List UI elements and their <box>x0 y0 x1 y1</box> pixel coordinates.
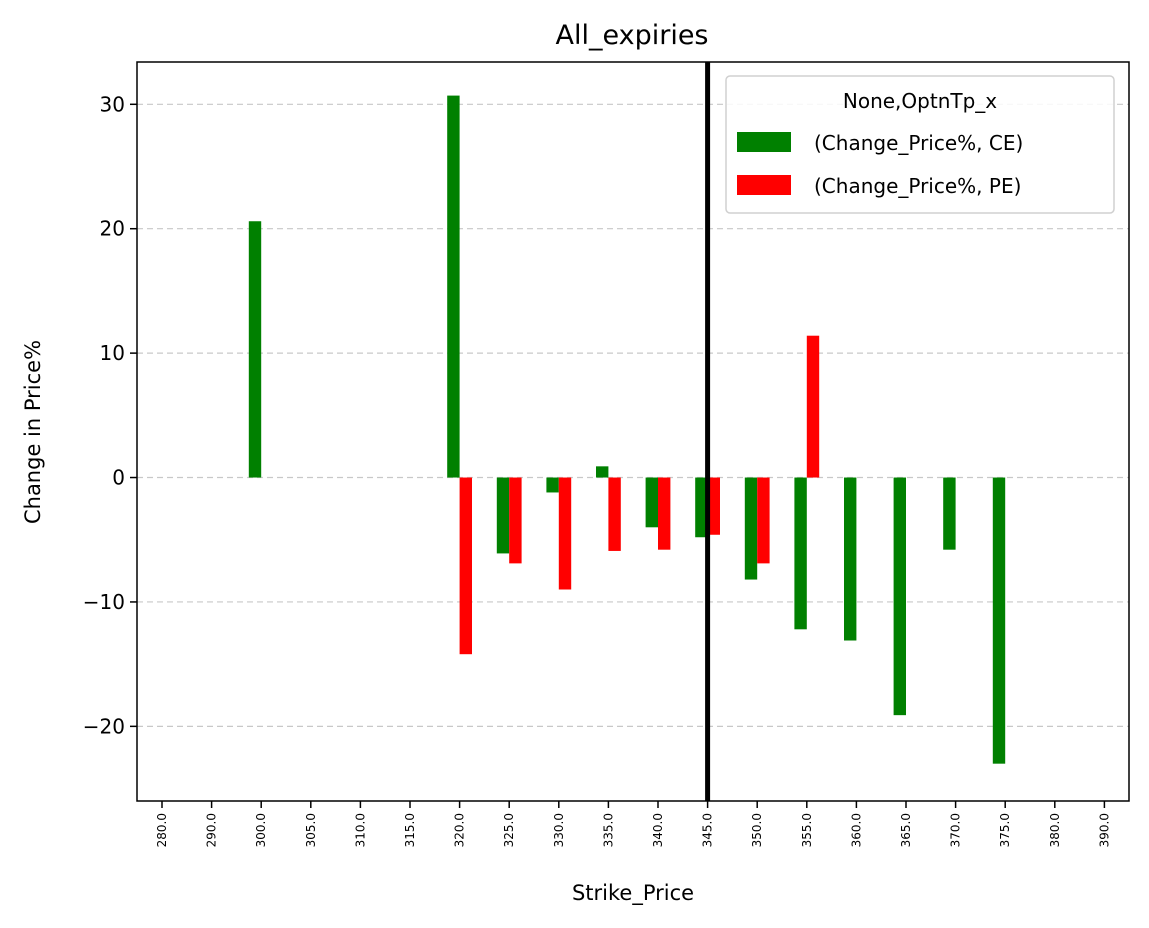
x-tick-label: 355.0 <box>800 813 814 847</box>
y-axis-ticks: −20 −10 0 10 20 30 <box>83 92 137 738</box>
y-tick-label: 30 <box>100 92 125 116</box>
bar-ce-360.0 <box>844 477 857 641</box>
bar-ce-375.0 <box>992 477 1006 764</box>
y-tick-label: 0 <box>112 466 125 490</box>
bar-ce-335.0 <box>596 466 609 478</box>
bar-ce-350.0 <box>744 477 758 580</box>
bar-ce-365.0 <box>893 477 906 716</box>
bar-ce-370.0 <box>943 477 956 550</box>
bar-pe-325.0 <box>509 477 522 564</box>
legend-label-ce: (Change_Price%, CE) <box>814 131 1023 155</box>
legend-box <box>725 75 1115 214</box>
x-tick-label: 360.0 <box>849 813 863 847</box>
y-tick-label: 20 <box>100 217 125 241</box>
x-tick-label: 310.0 <box>353 813 367 847</box>
y-tick-label: 10 <box>100 341 125 365</box>
bar-pe-335.0 <box>608 477 621 551</box>
bar-ce-320.0 <box>447 95 460 478</box>
x-tick-label: 300.0 <box>254 813 268 847</box>
x-tick-label: 380.0 <box>1048 813 1062 847</box>
bar-pe-330.0 <box>558 477 572 590</box>
bar-ce-340.0 <box>645 477 658 528</box>
x-axis-label: Strike_Price <box>572 881 694 906</box>
y-tick-label: −10 <box>83 590 125 614</box>
chart-title: All_expiries <box>555 20 708 51</box>
bar-ce-300.0 <box>248 221 262 478</box>
legend-swatch-ce <box>737 132 791 152</box>
x-tick-label: 375.0 <box>998 813 1012 847</box>
bar-pe-340.0 <box>658 477 671 550</box>
bars <box>248 95 1006 764</box>
x-tick-label: 335.0 <box>601 813 615 847</box>
plot-frame <box>136 61 1130 802</box>
legend-label-pe: (Change_Price%, PE) <box>814 174 1021 198</box>
bar-pe-355.0 <box>806 335 820 478</box>
x-tick-label: 390.0 <box>1097 813 1111 847</box>
x-tick-label: 365.0 <box>899 813 913 847</box>
x-tick-label: 320.0 <box>453 813 467 847</box>
x-tick-label: 325.0 <box>502 813 516 847</box>
bar-ce-345.0 <box>695 477 708 538</box>
x-axis-ticks: 280.0 290.0 300.0 305.0 310.0 315.0 320.0 325.0… <box>155 801 1111 847</box>
y-axis-label: Change in Price% <box>21 340 45 524</box>
legend-title: None,OptnTp_x <box>843 89 997 113</box>
x-tick-label: 280.0 <box>155 813 169 847</box>
x-tick-label: 350.0 <box>750 813 764 847</box>
x-tick-label: 330.0 <box>552 813 566 847</box>
grid-lines <box>137 103 1129 727</box>
x-tick-label: 305.0 <box>304 813 318 847</box>
bar-pe-350.0 <box>757 477 770 564</box>
x-tick-label: 315.0 <box>403 813 417 847</box>
x-tick-label: 370.0 <box>949 813 963 847</box>
x-tick-label: 345.0 <box>701 813 715 847</box>
bar-ce-355.0 <box>794 477 807 630</box>
bar-ce-325.0 <box>496 477 510 554</box>
y-tick-label: −20 <box>83 714 125 738</box>
bar-pe-320.0 <box>459 477 472 655</box>
x-tick-label: 290.0 <box>205 813 219 847</box>
bar-ce-330.0 <box>546 477 559 493</box>
bar-pe-345.0 <box>707 477 720 535</box>
x-tick-label: 340.0 <box>651 813 665 847</box>
legend: None,OptnTp_x (Change_Price%, CE) (Chang… <box>725 75 1115 214</box>
legend-swatch-pe <box>737 175 791 195</box>
